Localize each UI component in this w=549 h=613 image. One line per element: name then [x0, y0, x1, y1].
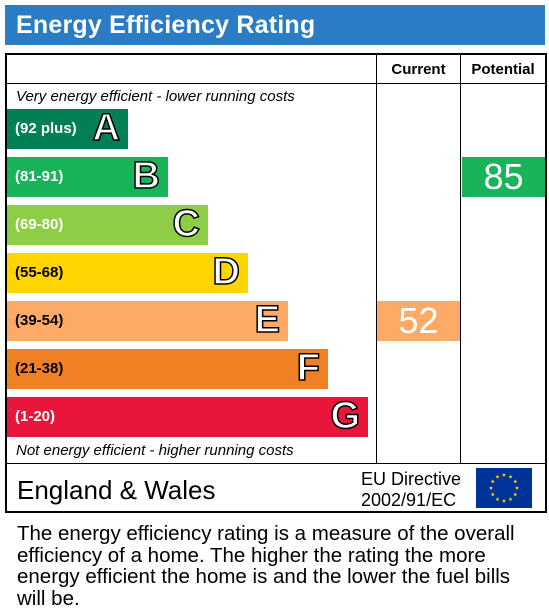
eu-star — [508, 474, 513, 479]
band-letter: A — [92, 106, 121, 150]
title-bar: Energy Efficiency Rating — [5, 5, 545, 45]
band-letter: G — [330, 394, 361, 438]
column-divider-left — [376, 55, 377, 463]
band-g: (1-20) G — [7, 394, 368, 438]
potential-rating-value: 85 — [483, 156, 524, 197]
directive-line-2: 2002/91/EC — [361, 490, 457, 510]
rating-chart: Current Potential Very energy efficient … — [5, 53, 547, 513]
band-range-label: (21-38) — [15, 360, 64, 377]
current-column-header: Current — [391, 61, 446, 78]
eu-star — [490, 479, 495, 484]
band-range-label: (69-80) — [15, 216, 64, 233]
band-range-label: (92 plus) — [15, 120, 77, 137]
band-letter: C — [172, 202, 201, 246]
band-letter: B — [132, 154, 161, 198]
description-text: The energy efficiency rating is a measur… — [17, 522, 515, 610]
band-range-label: (55-68) — [15, 264, 64, 281]
eu-star — [501, 498, 507, 503]
band-e: (39-54) E — [7, 298, 288, 342]
potential-rating-marker: 85 — [462, 157, 545, 197]
potential-column-header: Potential — [471, 61, 535, 78]
band-b: (81-91) B — [7, 154, 168, 198]
band-range-label: (1-20) — [15, 408, 56, 425]
eu-directive: EU Directive 2002/91/EC — [361, 469, 461, 511]
eu-star — [495, 497, 500, 502]
footer-divider — [7, 463, 545, 464]
band-letter: D — [212, 250, 241, 294]
eu-flag-icon — [476, 468, 532, 508]
eu-star — [495, 474, 500, 479]
band-letter: E — [254, 298, 281, 342]
current-rating-value: 52 — [398, 300, 439, 341]
header-divider — [7, 83, 545, 84]
eu-star — [514, 485, 520, 490]
eu-star — [513, 479, 518, 484]
band-c: (69-80) C — [7, 202, 208, 246]
eu-star — [501, 472, 507, 477]
eu-star — [508, 497, 513, 502]
eu-star — [490, 492, 495, 497]
current-rating-marker: 52 — [377, 301, 460, 341]
chart-title: Energy Efficiency Rating — [16, 11, 316, 39]
directive-line-1: EU Directive — [361, 469, 462, 489]
eu-star — [488, 485, 494, 490]
band-range-label: (81-91) — [15, 168, 64, 185]
band-f: (21-38) F — [7, 346, 328, 390]
top-note: Very energy efficient - lower running co… — [16, 88, 295, 105]
column-divider-right — [460, 55, 461, 463]
region-label: England & Wales — [17, 475, 216, 505]
bottom-note: Not energy efficient - higher running co… — [16, 442, 294, 459]
band-a: (92 plus) A — [7, 106, 128, 150]
band-letter: F — [296, 346, 321, 390]
band-range-label: (39-54) — [15, 312, 64, 329]
eu-star — [513, 492, 518, 497]
band-d: (55-68) D — [7, 250, 248, 294]
